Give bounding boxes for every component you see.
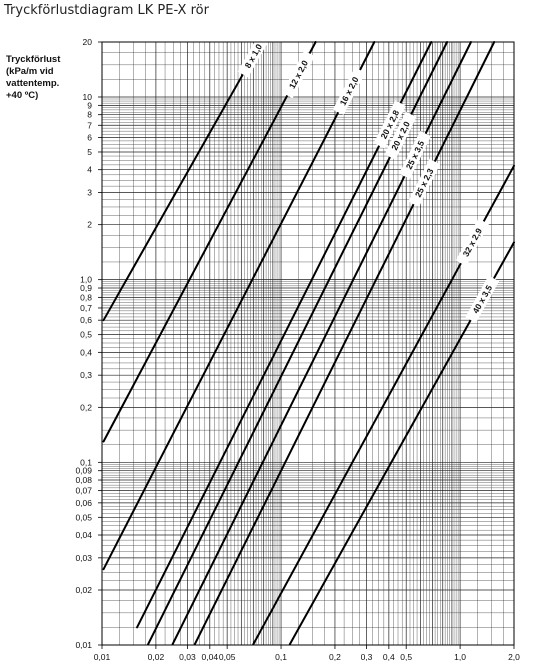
x-tick-label: 0,2 [329,652,341,662]
x-tick-label: 0,03 [179,652,196,662]
y-tick-label: 2 [87,220,92,230]
y-tick-label: 0,7 [80,303,92,313]
y-tick-label: 0,09 [75,466,92,476]
series-line [193,41,496,646]
series-line [102,41,263,322]
x-tick-label: 0,01 [94,652,111,662]
chart-grid [101,41,515,646]
y-tick-label: 0,02 [75,585,92,595]
y-tick-label: 4 [87,165,92,175]
y-axis-title-line: Tryckförlust [6,54,61,65]
x-tick-label: 0,1 [275,652,287,662]
chart-axes: 0,01 0,02 0,03 0,04 0,05 0,1 0,2 0,3 0,4 0,5 1,0 2,… [75,37,520,662]
y-tick-label: 10 [83,92,93,102]
series-label-background [465,275,500,323]
y-tick-label: 0,08 [75,475,92,485]
series-label-group: 16 x 2,0 [332,67,366,116]
series-label-background [373,100,406,149]
y-tick-label: 0,05 [75,512,92,522]
y-tick-label: 0,03 [75,553,92,563]
series-label-background [384,111,417,160]
series-line [102,41,376,571]
plot-frame [101,41,515,646]
y-tick-label: 0,8 [80,292,92,302]
series-label-group: 32 x 2,9 [455,218,489,267]
y-tick-label: 0,4 [80,347,92,357]
x-tick-label: 0,3 [361,652,373,662]
y-tick-label: 0,01 [75,640,92,650]
y-tick-label: 0,06 [75,498,92,508]
y-axis-title-line: +40 ºC) [6,90,39,101]
y-axis-title-line: (kPa/m vid [6,66,54,77]
y-tick-label: 3 [87,188,92,198]
y-tick-label: 6 [87,133,92,143]
x-tick-label: 0,4 [383,652,395,662]
series-label-background [237,34,269,78]
x-tick-label: 0,02 [148,652,165,662]
series-label-background [281,50,315,99]
y-tick-label: 7 [87,120,92,130]
series-label-background [399,130,431,179]
x-tick-label: 0,05 [219,652,236,662]
series-label-background [332,67,366,116]
y-tick-label: 0,1 [80,457,92,467]
x-tick-label: 2,0 [508,652,520,662]
y-tick-label: 0,04 [75,530,92,540]
y-tick-label: 8 [87,110,92,120]
series-label-group: 40 x 3,5 [465,275,500,323]
y-tick-label: 20 [83,37,93,47]
y-tick-label: 0,6 [80,315,92,325]
y-axis-title-line: vattentemp. [6,78,60,89]
page-title: Tryckförlustdiagram LK PE-X rör [4,3,209,18]
y-tick-label: 0,5 [80,330,92,340]
y-tick-label: 1,0 [80,275,92,285]
series-line [102,41,317,443]
x-tick-label: 1,0 [454,652,466,662]
y-tick-label: 0,07 [75,486,92,496]
y-tick-label: 0,3 [80,370,92,380]
series-label-background [408,158,441,207]
y-axis-title: Tryckförlust (kPa/m vid vattentemp. +40 … [6,54,92,102]
x-tick-label: 0,04 [202,652,219,662]
y-tick-label: 0,2 [80,402,92,412]
y-tick-label: 9 [87,100,92,110]
series-label-background [455,218,489,267]
series-label: 8 x 1,0 [243,42,265,70]
y-tick-label: 0,9 [80,283,92,293]
x-tick-label: 0,5 [400,652,412,662]
y-tick-label: 5 [87,147,92,157]
